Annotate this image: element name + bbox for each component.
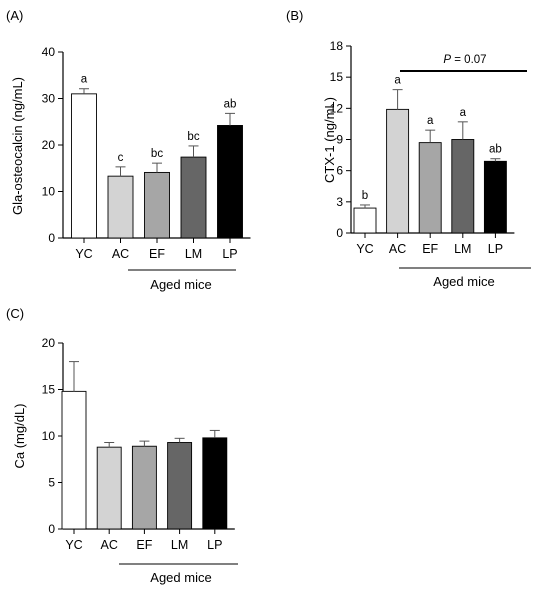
bar-ac — [96, 446, 122, 530]
bar-lm — [180, 156, 207, 239]
panel-a-label: (A) — [6, 8, 23, 23]
significance-letter-lp: ab — [224, 98, 237, 110]
category-label-ef: EF — [149, 247, 165, 261]
y-tick-label: 18 — [330, 39, 344, 53]
category-label-ac: AC — [101, 538, 118, 552]
y-tick-label: 6 — [336, 164, 343, 178]
panel-a: (A) Gla-osteocalcin (ng/mL) Aged mice 0 1… — [6, 8, 251, 292]
category-label-lm: LM — [171, 538, 188, 552]
significance-letter-ef: a — [427, 115, 434, 127]
bar-ac — [107, 175, 134, 239]
y-tick-label: 20 — [42, 138, 56, 152]
panel-a-y-axis-label: Gla-osteocalcin (ng/mL) — [10, 77, 25, 215]
bar-yc — [71, 93, 97, 239]
category-label-yc: YC — [356, 242, 373, 256]
category-label-lp: LP — [222, 247, 237, 261]
y-tick-label: 0 — [48, 522, 55, 536]
bar-yc — [61, 390, 87, 530]
category-label-lm: LM — [454, 242, 471, 256]
bar-lp — [483, 160, 507, 234]
significance-letter-yc: b — [362, 190, 368, 202]
bar-ac — [386, 108, 410, 234]
category-label-ac: AC — [389, 242, 406, 256]
y-tick-label: 10 — [42, 429, 56, 443]
bar-lm — [451, 139, 475, 234]
bar-ef — [418, 142, 442, 234]
category-label-ac: AC — [112, 247, 129, 261]
category-label-lp: LP — [488, 242, 503, 256]
panel-c-y-axis-label: Ca (mg/dL) — [12, 403, 27, 468]
bar-ef — [144, 171, 170, 239]
panel-c-label: (C) — [6, 306, 24, 321]
y-tick-label: 0 — [48, 231, 55, 245]
y-tick-label: 0 — [336, 226, 343, 240]
category-label-lp: LP — [207, 538, 222, 552]
significance-letter-lp: ab — [489, 144, 502, 156]
significance-letter-ac: a — [394, 75, 401, 87]
panel-b-p-symbol: P — [443, 54, 451, 66]
panel-b-y-axis-label: CTX-1 (ng/mL) — [322, 97, 337, 183]
y-tick-label: 30 — [42, 92, 56, 106]
panel-b-p-value: P = 0.07 — [443, 54, 486, 66]
panel-c: (C) Ca (mg/dL) Aged mice 0 5 10 15 20 YC AC EF L… — [6, 306, 238, 585]
panel-b-label: (B) — [286, 8, 303, 23]
y-tick-label: 5 — [48, 476, 55, 490]
significance-letter-ac: c — [118, 152, 124, 164]
category-label-yc: YC — [65, 538, 82, 552]
y-tick-label: 9 — [336, 133, 343, 147]
significance-letter-yc: a — [81, 74, 88, 86]
category-label-ef: EF — [422, 242, 438, 256]
panel-c-group-label: Aged mice — [150, 570, 211, 585]
y-tick-label: 10 — [42, 185, 56, 199]
category-label-ef: EF — [136, 538, 152, 552]
category-label-yc: YC — [75, 247, 92, 261]
y-tick-label: 15 — [42, 383, 56, 397]
panel-b-p-number: = 0.07 — [451, 54, 487, 66]
panel-b-group-label: Aged mice — [433, 274, 494, 289]
bar-ef — [131, 445, 157, 530]
y-tick-label: 40 — [42, 45, 56, 59]
category-label-lm: LM — [185, 247, 202, 261]
y-tick-label: 20 — [42, 336, 56, 350]
significance-letter-ef: bc — [151, 148, 163, 160]
bar-lm — [167, 442, 193, 530]
y-tick-label: 15 — [330, 70, 344, 84]
panel-a-group-label: Aged mice — [150, 277, 211, 292]
bar-lp — [202, 437, 228, 530]
bar-yc — [353, 207, 377, 234]
y-tick-label: 3 — [336, 195, 343, 209]
bar-lp — [217, 125, 243, 239]
significance-letter-lm: bc — [187, 131, 199, 143]
significance-letter-lm: a — [460, 107, 467, 119]
y-tick-label: 12 — [330, 101, 344, 115]
panel-b: (B) CTX-1 (ng/mL) Aged mice P = 0.07 0 3 6… — [286, 8, 531, 289]
